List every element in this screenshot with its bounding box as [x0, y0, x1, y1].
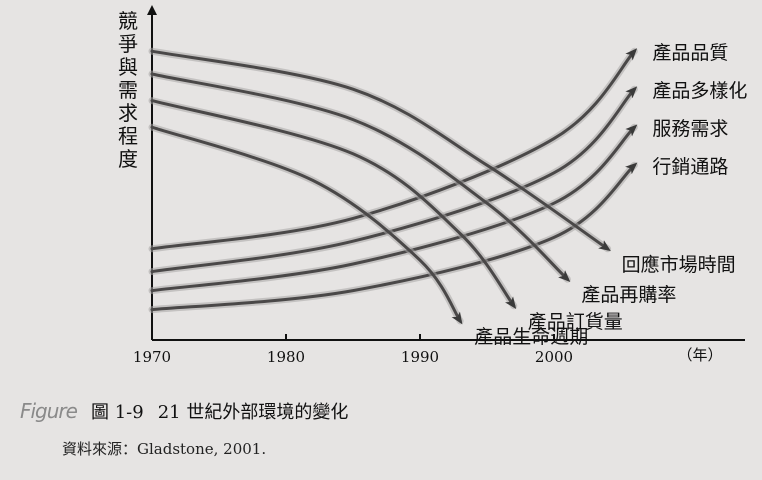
y-axis-label-char: 爭 [118, 32, 138, 56]
figure-caption: Figure 圖 1-9 21 世紀外部環境的變化 [20, 398, 348, 424]
series-line [150, 49, 611, 252]
series-label: 產品生命週期 [474, 326, 588, 348]
x-ticks: 1970 1980 1990 2000 [133, 334, 573, 366]
series-lines [148, 47, 638, 325]
y-axis-label-char: 競 [118, 9, 138, 33]
series-line [150, 72, 571, 282]
series-line [150, 99, 517, 310]
y-axis-label-char: 與 [118, 55, 138, 79]
figure-badge: Figure [20, 399, 78, 423]
x-tick-label: 2000 [535, 348, 573, 366]
series-label: 產品訂貨量 [528, 311, 623, 333]
figure-number: 圖 1-9 [90, 402, 144, 423]
y-axis-label-char: 求 [118, 101, 138, 125]
y-axis-label-char: 需 [118, 78, 138, 102]
series-line [150, 48, 638, 251]
series-label: 產品多樣化 [652, 80, 747, 102]
series-label: 行銷通路 [652, 156, 728, 178]
series-line [150, 125, 463, 325]
series-line [150, 124, 638, 293]
y-axis-label-char: 程 [118, 124, 138, 148]
y-axis-label-char: 度 [118, 147, 138, 171]
series-line-shadow [148, 97, 518, 310]
x-axis-label: （年） [677, 346, 722, 364]
x-tick-label: 1970 [133, 348, 171, 366]
series-label: 服務需求 [652, 118, 728, 140]
series-label: 回應市場時間 [622, 253, 736, 276]
series-label: 產品品質 [652, 42, 728, 64]
x-tick-label: 1990 [401, 348, 439, 366]
series-label: 產品再購率 [581, 284, 676, 306]
x-tick-label: 1980 [267, 348, 305, 366]
source-note: 資料來源：Gladstone, 2001. [62, 440, 267, 458]
figure-title: 21 世紀外部環境的變化 [157, 402, 349, 423]
